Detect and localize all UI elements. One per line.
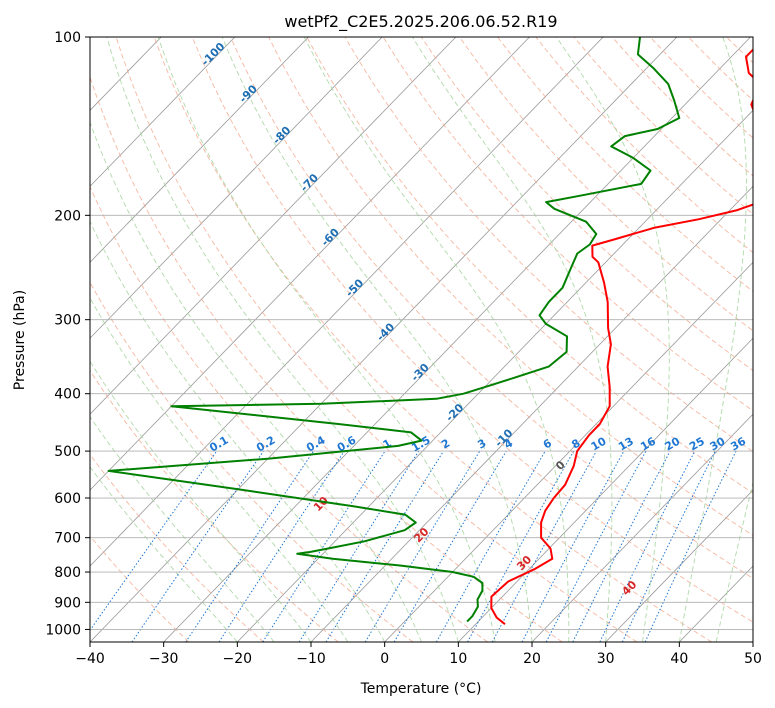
moist-adiabat-line (106, 37, 459, 642)
isotherm-line (531, 413, 753, 642)
moist-adiabat-line (90, 466, 238, 642)
mixing-ratio-line (364, 450, 481, 642)
y-tick-label: 700 (54, 531, 81, 547)
dry-adiabat-line (90, 281, 414, 642)
y-tick-label: 800 (54, 565, 81, 581)
mixing-ratio-line (572, 450, 671, 642)
x-tick-label: −30 (149, 651, 179, 667)
mixing-ratio-line (131, 450, 265, 642)
moist-adiabat-line (221, 37, 533, 642)
plot-frame (89, 36, 754, 643)
dry-adiabat-line (90, 535, 190, 642)
mixing-ratio-line (599, 450, 696, 642)
isotherm-line (605, 489, 753, 642)
moist-adiabat-line (303, 37, 570, 642)
dry-adiabat-line (420, 37, 753, 372)
x-tick-label: −10 (296, 651, 326, 667)
x-tick-label: 10 (449, 651, 467, 667)
x-tick-label: 40 (670, 651, 688, 667)
y-tick-label: 200 (54, 208, 81, 224)
y-tick-label: 400 (54, 387, 81, 403)
dry-adiabat-line (230, 37, 753, 579)
moist-adiabat-line (90, 415, 275, 642)
mixing-ratio-line (644, 450, 737, 642)
dry-adiabat-line (268, 37, 753, 536)
y-tick-label: 100 (54, 30, 81, 46)
dry-adiabat-line (344, 37, 753, 453)
mixing-ratio-line (262, 450, 386, 642)
y-tick-label: 300 (54, 313, 81, 329)
isotherm-line (90, 37, 530, 491)
y-tick-label: 600 (54, 491, 81, 507)
isotherm-line (90, 37, 457, 415)
mixing-ratio-line (467, 450, 575, 642)
moist-adiabat-line (715, 480, 753, 642)
mixing-ratio-line (90, 450, 218, 632)
x-tick-label: −40 (75, 651, 105, 667)
dry-adiabat-line (191, 37, 753, 623)
moist-adiabat-line (556, 37, 670, 642)
x-tick-label: 20 (523, 651, 541, 667)
dry-adiabat-line (153, 37, 712, 642)
isotherm-line (163, 37, 751, 642)
profile-lines (107, 37, 753, 625)
mixing-ratio-line (545, 450, 647, 642)
x-axis-ticks: −40 −30 −20 −10 0 10 20 30 40 50 (75, 642, 762, 667)
x-tick-label: −20 (223, 651, 253, 667)
y-tick-label: 900 (54, 595, 81, 611)
y-axis-title: Pressure (hPa) (12, 290, 28, 390)
mixing-ratio-line (621, 450, 716, 642)
mixing-ratio-line (521, 450, 625, 642)
isotherm-line (458, 337, 753, 642)
isotherm-line (237, 109, 753, 642)
isotherm-line (90, 37, 383, 339)
moist-adiabat-line (90, 297, 349, 642)
moist-adiabat-line (157, 37, 496, 642)
y-tick-label: 500 (54, 444, 81, 460)
isotherm-line (90, 37, 309, 263)
moist-adiabat-line (90, 220, 386, 642)
dewpoint-line (107, 37, 681, 623)
isotherm-line (90, 37, 604, 567)
dry-adiabat-line (90, 185, 488, 642)
moist-adiabat-line (412, 37, 613, 642)
moist-adiabat-line (90, 360, 312, 642)
y-tick-label: 1000 (45, 622, 81, 638)
moist-adiabat-line (90, 120, 422, 642)
y-axis-ticks: 100 200 300 400 500 600 700 800 900 1000 (45, 30, 90, 638)
mixing-ratio-line (185, 450, 314, 642)
pressure-grid (90, 36, 753, 630)
isotherm-line (384, 261, 753, 642)
mixing-ratio-line (491, 450, 597, 642)
dry-adiabat-line (90, 75, 563, 642)
moist-adiabat-line (678, 37, 747, 642)
dry-adiabat-line (497, 37, 753, 292)
x-axis-title: Temperature (°C) (360, 681, 482, 697)
x-tick-label: 30 (597, 651, 615, 667)
mixing-ratio-line (298, 450, 420, 642)
temperature-line (490, 48, 753, 625)
x-tick-label: 0 (380, 651, 389, 667)
chart-title: wetPf2_C2E5.2025.206.06.52.R19 (284, 12, 557, 32)
x-tick-label: 50 (744, 651, 762, 667)
dry-adiabat-line (306, 37, 753, 494)
dry-adiabat-line (115, 37, 638, 642)
isotherm-line (90, 37, 236, 187)
mixing-ratio-line (218, 450, 345, 642)
background-lines (90, 37, 753, 642)
